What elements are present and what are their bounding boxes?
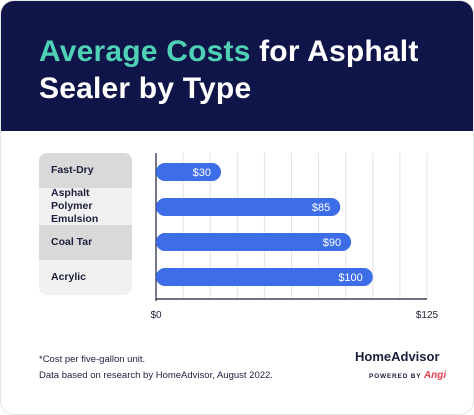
powered-by-text: POWERED BY — [369, 373, 422, 380]
chart-title-accent: Average Costs — [39, 35, 251, 68]
bar-value-label-3: $100 — [338, 272, 362, 284]
bar-value-label-1: $85 — [312, 202, 330, 214]
bar-3 — [156, 268, 373, 286]
powered-by-angi: POWERED BY Angi — [369, 370, 446, 381]
bar-2 — [156, 233, 352, 251]
category-label-asphalt-polymer-emulsion: Asphalt Polymer Emulsion — [39, 187, 132, 225]
bar-value-label-2: $90 — [323, 237, 341, 249]
x-tick-label-min: $0 — [150, 310, 162, 321]
bar-0 — [156, 163, 222, 181]
footnote-cost-unit: *Cost per five-gallon unit. — [39, 354, 146, 365]
homeadvisor-logo: HomeAdvisor — [355, 349, 440, 364]
bar-1 — [156, 198, 341, 216]
category-label-acrylic: Acrylic — [39, 260, 132, 295]
category-label-fast-dry: Fast-Dry — [39, 153, 132, 188]
chart-title: Average Costs for Asphalt Sealer by Type — [39, 33, 449, 107]
bar-value-label-0: $30 — [193, 167, 211, 179]
chart-title-rest: for Asphalt Sealer by Type — [39, 35, 419, 105]
x-tick-label-max: $125 — [416, 310, 439, 321]
category-label-coal-tar: Coal Tar — [39, 225, 132, 260]
angi-logo: Angi — [423, 370, 447, 381]
header-banner: Average Costs for Asphalt Sealer by Type — [1, 1, 473, 131]
category-labels: Fast-Dry Asphalt Polymer Emulsion Coal T… — [39, 153, 132, 295]
footnote-data-source: Data based on research by HomeAdvisor, A… — [39, 370, 273, 381]
